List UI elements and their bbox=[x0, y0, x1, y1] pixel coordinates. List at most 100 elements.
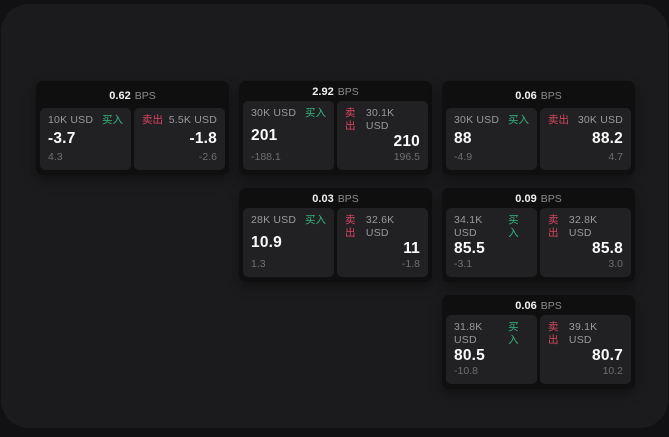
sell-side-label: 卖出 bbox=[345, 214, 356, 239]
side-panels: 30K USD 买入 201 -188.1 卖出 30.1K USD 210 1… bbox=[239, 101, 432, 175]
buy-top-row: 31.8K USD 买入 bbox=[454, 321, 529, 347]
bps-header: 0.62 BPS bbox=[36, 81, 229, 108]
sell-side-label: 卖出 bbox=[548, 114, 569, 126]
sell-amount: 32.8K USD bbox=[568, 214, 598, 239]
sell-price: 88.2 bbox=[592, 130, 623, 147]
sell-side-label: 卖出 bbox=[548, 321, 559, 346]
sell-price: 80.7 bbox=[592, 347, 623, 364]
bps-header: 0.03 BPS bbox=[239, 188, 432, 208]
quote-card[interactable]: 2.92 BPS 30K USD 买入 201 -188.1 卖出 30.1K … bbox=[239, 81, 432, 175]
side-panels: 10K USD 买入 -3.7 4.3 卖出 5.5K USD -1.8 -2.… bbox=[36, 108, 229, 175]
buy-amount: 34.1K USD bbox=[454, 214, 483, 239]
sell-side-label: 卖出 bbox=[345, 107, 356, 132]
buy-price: 88 bbox=[454, 130, 472, 147]
sell-amount: 39.1K USD bbox=[568, 321, 598, 346]
buy-side-label: 买入 bbox=[508, 114, 529, 126]
sell-panel[interactable]: 卖出 5.5K USD -1.8 -2.6 bbox=[134, 108, 225, 170]
sell-panel[interactable]: 卖出 39.1K USD 80.7 10.2 bbox=[540, 315, 631, 384]
buy-side-label: 买入 bbox=[508, 214, 519, 239]
sell-top-row: 卖出 30.1K USD bbox=[345, 107, 420, 133]
sell-panel[interactable]: 卖出 32.8K USD 85.8 3.0 bbox=[540, 208, 631, 277]
buy-panel[interactable]: 10K USD 买入 -3.7 4.3 bbox=[40, 108, 131, 170]
sell-top-row: 卖出 32.6K USD bbox=[345, 214, 420, 240]
side-panels: 30K USD 买入 88 -4.9 卖出 30K USD 88.2 4.7 bbox=[442, 108, 635, 175]
buy-panel[interactable]: 31.8K USD 买入 80.5 -10.8 bbox=[446, 315, 537, 384]
buy-price: -3.7 bbox=[48, 130, 76, 147]
bps-header: 2.92 BPS bbox=[239, 81, 432, 101]
bps-unit-label: BPS bbox=[540, 89, 562, 102]
bps-value: 0.03 bbox=[312, 193, 334, 205]
sell-sub-value: 10.2 bbox=[602, 365, 623, 377]
sell-price: 11 bbox=[403, 240, 420, 257]
side-panels: 34.1K USD 买入 85.5 -3.1 卖出 32.8K USD 85.8… bbox=[442, 208, 635, 282]
sell-top-row: 卖出 30K USD bbox=[548, 114, 623, 127]
buy-top-row: 28K USD 买入 bbox=[251, 214, 326, 227]
bps-unit-label: BPS bbox=[134, 89, 156, 102]
buy-price: 85.5 bbox=[454, 240, 485, 257]
bps-value: 2.92 bbox=[312, 86, 334, 98]
buy-panel[interactable]: 28K USD 买入 10.9 1.3 bbox=[243, 208, 334, 277]
side-panels: 31.8K USD 买入 80.5 -10.8 卖出 39.1K USD 80.… bbox=[442, 315, 635, 389]
buy-price: 80.5 bbox=[454, 347, 485, 364]
buy-amount: 30K USD bbox=[454, 114, 500, 126]
buy-side-label: 买入 bbox=[102, 114, 123, 126]
buy-sub-value: -3.1 bbox=[454, 258, 473, 270]
sell-top-row: 卖出 32.8K USD bbox=[548, 214, 623, 240]
buy-top-row: 30K USD 买入 bbox=[251, 107, 326, 120]
quote-card[interactable]: 0.06 BPS 31.8K USD 买入 80.5 -10.8 卖出 39.1… bbox=[442, 295, 635, 389]
sell-panel[interactable]: 卖出 32.6K USD 11 -1.8 bbox=[337, 208, 428, 277]
sell-top-row: 卖出 5.5K USD bbox=[142, 114, 217, 127]
bps-header: 0.06 BPS bbox=[442, 81, 635, 108]
bps-value: 0.09 bbox=[515, 193, 537, 205]
sell-amount: 32.6K USD bbox=[365, 214, 395, 239]
bps-header: 0.09 BPS bbox=[442, 188, 635, 208]
sell-side-label: 卖出 bbox=[548, 214, 559, 239]
bps-value: 0.06 bbox=[515, 300, 537, 312]
bps-unit-label: BPS bbox=[540, 193, 562, 205]
buy-top-row: 10K USD 买入 bbox=[48, 114, 123, 127]
buy-amount: 28K USD bbox=[251, 214, 297, 226]
sell-price: 85.8 bbox=[592, 240, 623, 257]
buy-price: 10.9 bbox=[251, 233, 282, 251]
buy-sub-value: 1.3 bbox=[251, 258, 266, 270]
side-panels: 28K USD 买入 10.9 1.3 卖出 32.6K USD 11 -1.8 bbox=[239, 208, 432, 282]
sell-sub-value: -1.8 bbox=[401, 258, 420, 270]
buy-panel[interactable]: 30K USD 买入 201 -188.1 bbox=[243, 101, 334, 170]
sell-amount: 30.1K USD bbox=[365, 107, 395, 132]
quote-cards-grid: 0.62 BPS 10K USD 买入 -3.7 4.3 卖出 5.5K USD… bbox=[36, 81, 635, 389]
quote-card[interactable]: 0.09 BPS 34.1K USD 买入 85.5 -3.1 卖出 32.8K… bbox=[442, 188, 635, 282]
buy-sub-value: -188.1 bbox=[251, 151, 281, 163]
buy-panel[interactable]: 34.1K USD 买入 85.5 -3.1 bbox=[446, 208, 537, 277]
quote-card[interactable]: 0.06 BPS 30K USD 买入 88 -4.9 卖出 30K USD 8… bbox=[442, 81, 635, 175]
bps-unit-label: BPS bbox=[540, 300, 562, 312]
bps-unit-label: BPS bbox=[337, 86, 359, 98]
sell-top-row: 卖出 39.1K USD bbox=[548, 321, 623, 347]
sell-sub-value: 3.0 bbox=[608, 258, 623, 270]
buy-panel[interactable]: 30K USD 买入 88 -4.9 bbox=[446, 108, 537, 170]
sell-price: 210 bbox=[393, 133, 420, 150]
sell-amount: 30K USD bbox=[577, 114, 623, 126]
buy-top-row: 34.1K USD 买入 bbox=[454, 214, 529, 240]
sell-panel[interactable]: 卖出 30K USD 88.2 4.7 bbox=[540, 108, 631, 170]
buy-side-label: 买入 bbox=[305, 107, 326, 119]
sell-sub-value: 196.5 bbox=[393, 151, 420, 163]
buy-sub-value: 4.3 bbox=[48, 151, 63, 163]
buy-amount: 10K USD bbox=[48, 114, 94, 126]
quote-card[interactable]: 0.03 BPS 28K USD 买入 10.9 1.3 卖出 32.6K US… bbox=[239, 188, 432, 282]
sell-panel[interactable]: 卖出 30.1K USD 210 196.5 bbox=[337, 101, 428, 170]
buy-side-label: 买入 bbox=[508, 321, 519, 346]
quote-card[interactable]: 0.62 BPS 10K USD 买入 -3.7 4.3 卖出 5.5K USD… bbox=[36, 81, 229, 175]
sell-amount: 5.5K USD bbox=[168, 114, 217, 126]
bps-value: 0.06 bbox=[515, 89, 537, 102]
buy-amount: 30K USD bbox=[251, 107, 297, 119]
bps-header: 0.06 BPS bbox=[442, 295, 635, 315]
sell-side-label: 卖出 bbox=[142, 114, 163, 126]
bps-value: 0.62 bbox=[109, 89, 131, 102]
sell-sub-value: 4.7 bbox=[608, 151, 623, 163]
bps-unit-label: BPS bbox=[337, 193, 359, 205]
buy-side-label: 买入 bbox=[305, 214, 326, 226]
buy-sub-value: -4.9 bbox=[454, 151, 473, 163]
buy-amount: 31.8K USD bbox=[454, 321, 483, 346]
buy-price: 201 bbox=[251, 126, 278, 144]
sell-price: -1.8 bbox=[189, 130, 217, 147]
